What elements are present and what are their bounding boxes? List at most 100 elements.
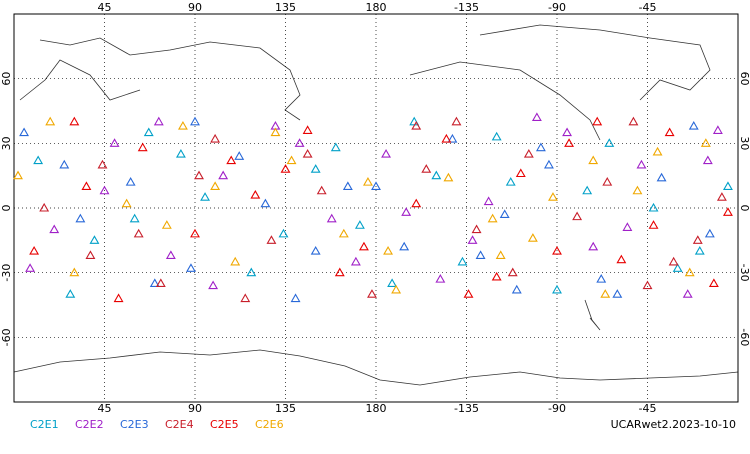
- occultation-marker: [562, 127, 573, 137]
- occultation-marker: [652, 146, 663, 156]
- occultation-marker: [89, 235, 100, 244]
- occultation-marker: [463, 289, 474, 298]
- occultation-marker: [702, 155, 713, 165]
- legend-label: C2E3: [120, 418, 149, 431]
- y-tick-label-left: -60: [0, 328, 13, 346]
- occultation-marker: [302, 125, 313, 134]
- occultation-marker: [294, 138, 305, 147]
- occultation-marker: [316, 185, 327, 195]
- y-tick-label-right: 60: [738, 72, 750, 86]
- occultation-marker: [218, 170, 229, 180]
- occultation-marker: [310, 246, 321, 255]
- occultation-marker: [399, 241, 410, 251]
- y-tick-label-right: -30: [738, 264, 750, 282]
- occultation-marker: [716, 192, 727, 201]
- occultation-marker: [564, 138, 575, 147]
- occultation-marker: [411, 198, 422, 208]
- occultation-marker: [49, 224, 60, 234]
- occultation-marker: [338, 228, 349, 238]
- occultation-marker: [642, 280, 653, 290]
- occultation-marker: [109, 138, 120, 147]
- occultation-marker: [85, 250, 96, 259]
- occultation-marker: [45, 116, 56, 126]
- x-tick-label-top: 135: [275, 1, 296, 14]
- occultation-marker: [531, 112, 542, 122]
- occultation-marker: [200, 192, 211, 201]
- occultation-marker: [266, 235, 277, 244]
- occultation-marker: [39, 202, 50, 212]
- occultation-marker: [190, 228, 200, 238]
- legend-label: C2E2: [75, 418, 104, 431]
- occultation-marker: [592, 116, 603, 126]
- occultation-marker: [280, 164, 291, 173]
- occultation-marker: [371, 181, 381, 190]
- y-tick-label-right: 0: [738, 205, 750, 212]
- occultation-marker: [381, 149, 392, 158]
- occultation-marker: [588, 155, 599, 165]
- occultation-marker: [59, 159, 70, 169]
- occultation-marker: [326, 213, 337, 223]
- occultation-marker: [97, 159, 108, 169]
- occultation-marker: [155, 278, 166, 287]
- occultation-marker: [628, 116, 639, 126]
- occultation-marker: [350, 256, 361, 266]
- occultation-marker: [431, 170, 442, 180]
- x-tick-label-bottom: -135: [454, 402, 479, 415]
- occultation-marker: [648, 202, 659, 212]
- occultation-marker: [270, 127, 281, 137]
- occultation-marker: [447, 133, 458, 143]
- y-tick-label-left: 30: [0, 136, 13, 150]
- coastline: [479, 24, 711, 101]
- occultation-marker: [391, 284, 402, 294]
- occultation-marker: [712, 125, 723, 134]
- occultation-marker: [230, 256, 241, 266]
- occultation-marker: [491, 131, 502, 141]
- occultation-marker: [137, 142, 148, 152]
- occultation-marker: [383, 246, 394, 255]
- occultation-marker: [622, 222, 633, 231]
- occultation-marker: [121, 198, 132, 208]
- occultation-marker: [668, 256, 679, 266]
- x-tick-label-bottom: 45: [98, 402, 112, 415]
- occultation-marker: [125, 177, 136, 186]
- occultation-marker: [722, 181, 733, 190]
- occultation-marker: [161, 220, 172, 229]
- occultation-marker: [535, 142, 546, 152]
- legend-label: C2E6: [255, 418, 284, 431]
- occultation-marker: [471, 224, 482, 234]
- occultation-marker: [664, 127, 675, 137]
- occultation-marker: [692, 235, 703, 244]
- occultation-marker: [527, 233, 538, 242]
- occultation-marker: [175, 149, 186, 158]
- occultation-marker: [688, 120, 699, 130]
- occultation-marker: [25, 263, 36, 272]
- x-tick-label-bottom: 135: [275, 402, 296, 415]
- occultation-marker: [143, 127, 154, 137]
- coastline: [13, 349, 739, 386]
- occultation-marker: [441, 133, 452, 143]
- occultation-marker: [636, 159, 647, 169]
- occultation-marker: [588, 241, 599, 251]
- x-tick-label-bottom: 180: [366, 402, 387, 415]
- occultation-marker: [467, 235, 478, 244]
- occultation-marker: [210, 181, 221, 190]
- occultation-marker: [443, 172, 454, 182]
- occultation-marker: [457, 256, 468, 266]
- occultation-marker: [421, 164, 432, 173]
- occultation-marker: [290, 293, 301, 303]
- occultation-marker: [13, 170, 23, 180]
- occultation-marker: [572, 211, 583, 221]
- occultation-marker: [149, 278, 160, 287]
- occultation-marker: [250, 189, 261, 199]
- occultation-marker: [334, 267, 345, 277]
- occultation-marker: [612, 289, 623, 298]
- y-tick-label-left: -30: [0, 264, 13, 282]
- occultation-marker: [632, 185, 643, 195]
- x-tick-label-top: -90: [548, 1, 566, 14]
- occultation-marker: [602, 177, 613, 186]
- occultation-marker: [582, 185, 593, 195]
- occultation-marker: [672, 263, 683, 272]
- occultation-marker: [208, 280, 219, 290]
